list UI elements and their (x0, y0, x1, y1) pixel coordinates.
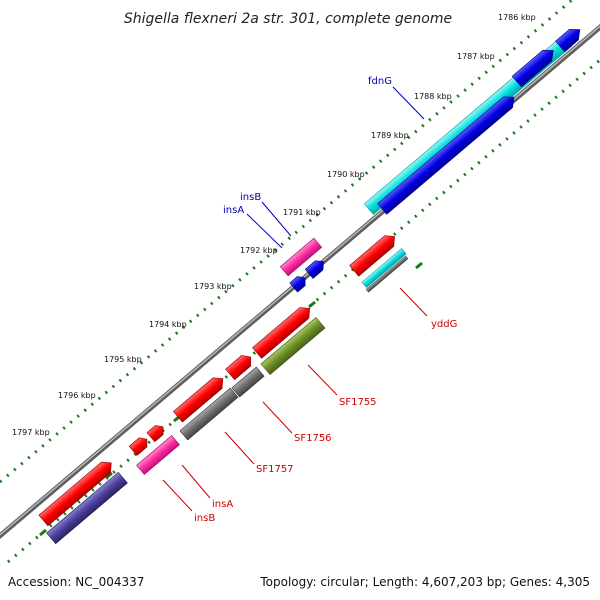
feature-SF1756-red[interactable] (225, 352, 256, 381)
map-title: Shigella flexneri 2a str. 301, complete … (124, 11, 452, 27)
feature-insA-bottom-red2[interactable] (128, 435, 150, 456)
tick-label: 1786 kbp (498, 13, 536, 22)
feature-yddG-cyan[interactable] (361, 248, 407, 288)
feature-blue-arrow[interactable] (511, 45, 558, 88)
feature-insA-bottom-red[interactable] (146, 422, 167, 443)
gene-label-insB-top[interactable]: insB (240, 192, 261, 203)
feature-blue-arrow[interactable] (555, 24, 585, 53)
tick-label: 1796 kbp (58, 391, 96, 400)
feature-insA-top-arrow[interactable] (289, 273, 309, 293)
feature-insB-bottom-pink[interactable] (136, 435, 180, 475)
feature-left-red[interactable] (38, 458, 116, 527)
gene-label-insB-bottom[interactable]: insB (194, 513, 215, 524)
feature-SF1755-olive[interactable] (260, 316, 326, 376)
tick-label: 1795 kbp (104, 355, 142, 364)
accession-text: Accession: NC_004337 (8, 575, 144, 589)
tick-label: 1791 kbp (283, 208, 321, 217)
gene-label-yddG[interactable]: yddG (431, 319, 457, 330)
feature-fdnG-blue[interactable] (377, 92, 519, 215)
feature-left-navy[interactable] (46, 471, 128, 545)
feature-yddG-grey[interactable] (365, 255, 409, 293)
leader-lines (162, 86, 428, 512)
tick-label: 1790 kbp (327, 170, 365, 179)
tick-label: 1793 kbp (194, 282, 232, 291)
feature-SF1757-red[interactable] (172, 373, 227, 423)
gene-label-SF1756[interactable]: SF1756 (294, 433, 332, 444)
feature-blue-arrow[interactable] (304, 257, 327, 279)
tick-label: 1787 kbp (457, 52, 495, 61)
gene-label-SF1755[interactable]: SF1755 (339, 397, 377, 408)
tick-label: 1788 kbp (414, 92, 452, 101)
gene-label-SF1757[interactable]: SF1757 (256, 464, 294, 475)
topology-text: Topology: circular; Length: 4,607,203 bp… (259, 575, 590, 589)
tick-label: 1789 kbp (371, 131, 409, 140)
gene-label-insA-bottom[interactable]: insA (212, 499, 233, 510)
scale-labels: 1786 kbp 1787 kbp 1788 kbp 1789 kbp 1790… (12, 13, 536, 437)
feature-SF1757-grey[interactable] (179, 387, 239, 441)
tick-label: 1794 kbp (149, 320, 187, 329)
tick-label: 1792 kbp (240, 246, 278, 255)
feature-SF1755-red[interactable] (252, 303, 315, 359)
outer-tick-ring (0, 0, 573, 484)
feature-insB-top[interactable] (279, 237, 323, 277)
tick-label: 1797 kbp (12, 428, 50, 437)
feature-SF1756-grey[interactable] (231, 366, 265, 398)
feature-yddG-red[interactable] (349, 231, 399, 277)
gene-label-insA-top[interactable]: insA (223, 205, 244, 216)
gene-label-fdnG[interactable]: fdnG (368, 76, 392, 87)
